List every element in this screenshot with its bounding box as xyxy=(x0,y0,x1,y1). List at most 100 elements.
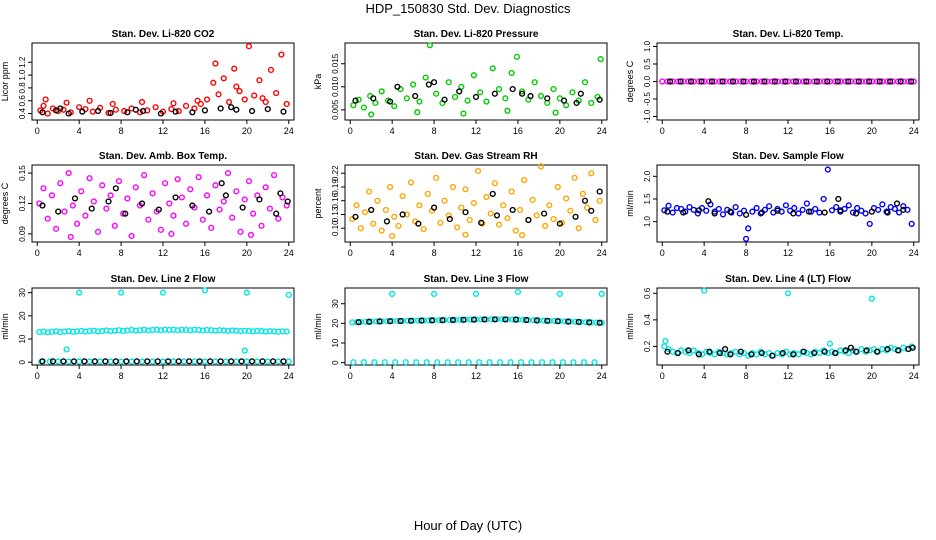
data-point xyxy=(71,195,79,202)
y-axis-label: percent xyxy=(313,188,323,219)
data-point xyxy=(61,208,68,215)
data-point xyxy=(280,358,287,365)
data-point xyxy=(729,78,737,85)
data-point xyxy=(835,195,842,203)
x-tick-label: 12 xyxy=(158,126,168,136)
x-tick-label: 16 xyxy=(513,126,523,136)
data-point xyxy=(111,222,118,229)
data-point xyxy=(186,358,193,365)
data-point xyxy=(264,105,271,113)
data-point xyxy=(563,195,570,202)
data-point xyxy=(424,190,431,197)
data-point xyxy=(392,359,399,366)
y-axis-label: ml/min xyxy=(625,313,635,340)
data-point xyxy=(708,78,716,85)
data-point xyxy=(175,358,182,365)
chart-panel: Stan. Dev. Li-820 Pressure kPa 0 4 8 12 16 20 24… xyxy=(313,29,608,136)
data-point xyxy=(868,208,875,215)
x-tick-label: 20 xyxy=(867,126,877,136)
chart-title: Stan. Dev. Gas Stream RH xyxy=(414,151,537,162)
data-point xyxy=(241,347,248,354)
data-point xyxy=(425,81,432,88)
data-point xyxy=(519,90,526,97)
data-point xyxy=(740,349,748,357)
x-tick-label: 12 xyxy=(471,248,481,258)
data-point xyxy=(228,358,235,365)
data-point xyxy=(833,204,840,211)
data-point xyxy=(659,78,666,85)
data-point xyxy=(378,227,385,234)
x-tick-label: 24 xyxy=(597,126,607,136)
data-point xyxy=(826,340,834,347)
data-point xyxy=(521,177,528,184)
data-point xyxy=(567,207,574,214)
data-point xyxy=(449,183,457,191)
data-point xyxy=(884,209,891,216)
data-point xyxy=(690,206,697,213)
data-point xyxy=(476,359,483,366)
data-point xyxy=(875,206,882,213)
x-tick-label: 0 xyxy=(348,248,353,258)
data-point xyxy=(749,208,756,215)
data-point xyxy=(824,166,831,173)
data-point xyxy=(900,206,907,213)
data-point xyxy=(182,220,190,227)
x-tick-label: 16 xyxy=(200,248,210,258)
data-point xyxy=(370,95,377,102)
y-axis-label: degrees C xyxy=(625,60,635,102)
data-point xyxy=(528,359,535,366)
x-tick-label: 4 xyxy=(390,126,395,136)
x-tick-label: 8 xyxy=(119,126,124,136)
data-point xyxy=(109,100,116,108)
data-point xyxy=(262,98,269,106)
data-point xyxy=(487,210,494,217)
data-point xyxy=(761,78,768,85)
y-tick-label: 0.19 xyxy=(331,179,340,195)
data-point xyxy=(270,172,278,179)
data-point xyxy=(430,204,438,211)
data-point xyxy=(821,348,828,355)
data-point xyxy=(259,95,266,102)
data-point xyxy=(820,195,827,203)
data-point xyxy=(489,190,496,197)
y-tick-label: 10 xyxy=(18,334,27,343)
data-point xyxy=(165,358,172,365)
data-point xyxy=(141,172,148,179)
data-point xyxy=(790,351,797,358)
x-tick-label: 16 xyxy=(200,371,210,381)
data-point xyxy=(46,358,53,365)
data-point xyxy=(352,97,359,104)
data-point xyxy=(70,358,78,365)
data-point xyxy=(533,212,540,219)
data-point xyxy=(256,77,263,84)
data-point xyxy=(194,97,201,104)
y-tick-label: 0.2 xyxy=(643,340,652,352)
data-point xyxy=(537,163,545,170)
x-tick-label: 12 xyxy=(783,371,793,381)
data-point xyxy=(483,98,490,105)
data-point xyxy=(155,206,162,213)
x-tick-label: 16 xyxy=(825,371,835,381)
data-point xyxy=(275,215,282,222)
data-point xyxy=(774,207,781,214)
data-point xyxy=(845,78,852,85)
data-point xyxy=(462,231,469,238)
x-tick-label: 12 xyxy=(471,126,481,136)
data-point xyxy=(509,86,516,93)
data-point xyxy=(350,359,357,366)
data-point xyxy=(876,78,883,85)
data-point xyxy=(664,208,671,215)
data-point xyxy=(112,106,119,113)
data-point xyxy=(133,358,140,365)
data-point xyxy=(175,107,182,115)
data-point xyxy=(69,202,76,209)
data-point xyxy=(533,317,540,324)
x-tick-label: 24 xyxy=(597,371,607,381)
data-point xyxy=(512,227,519,234)
x-tick-label: 16 xyxy=(825,126,835,136)
y-tick-label: 10 xyxy=(331,338,340,347)
data-point xyxy=(264,358,271,365)
data-point xyxy=(89,108,96,115)
data-point xyxy=(414,109,421,116)
data-point xyxy=(161,180,169,187)
